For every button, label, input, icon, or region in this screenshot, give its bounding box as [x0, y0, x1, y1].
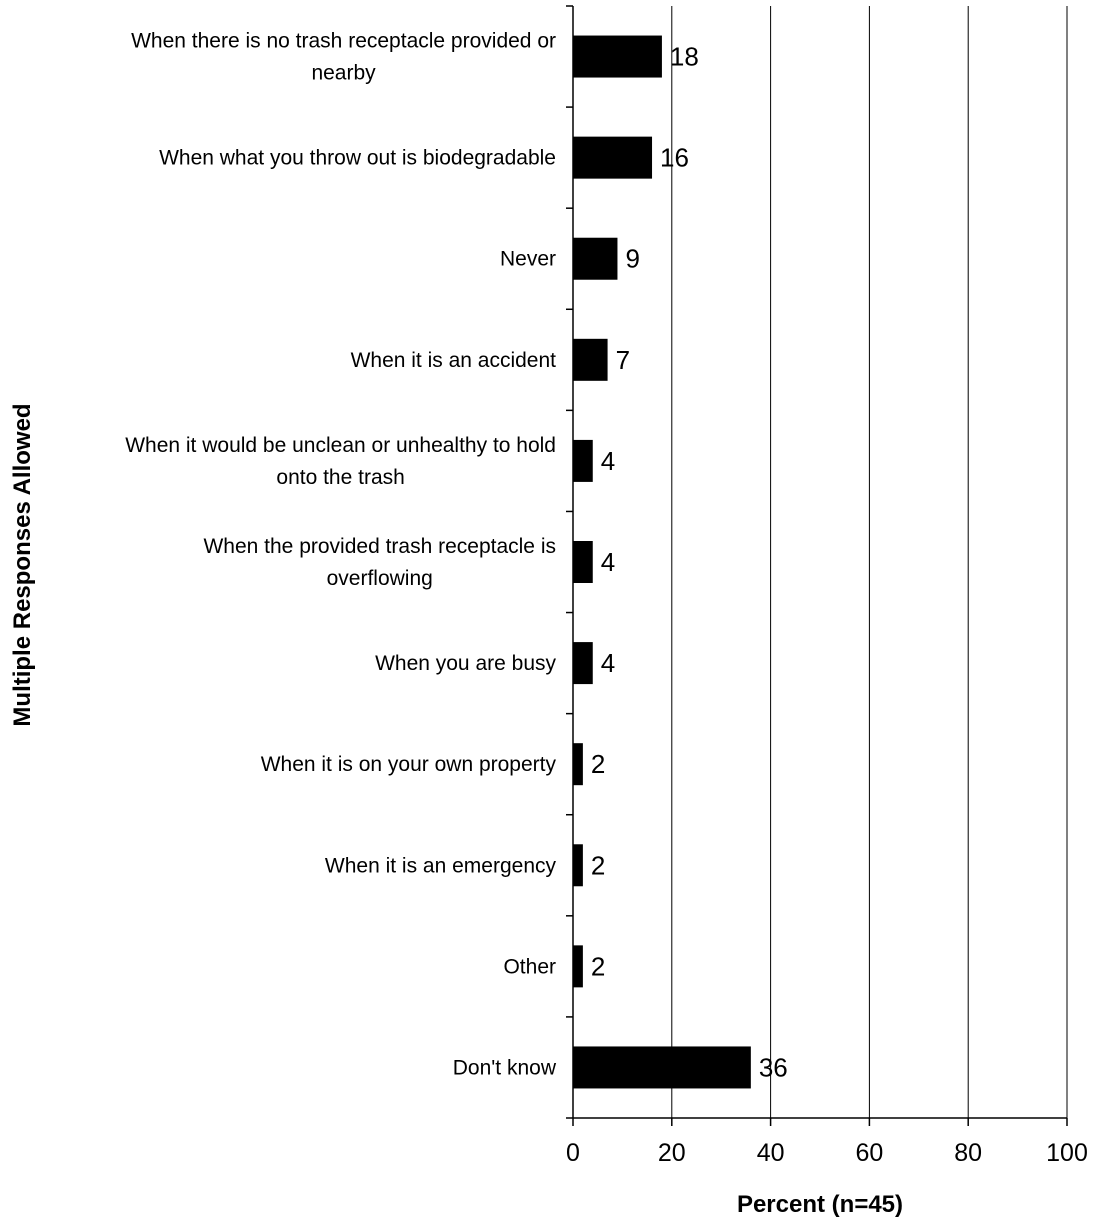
- labels: 18 When there is no trash receptacle prov…: [125, 30, 1088, 1167]
- category-label: When there is no trash receptacle provid…: [131, 30, 556, 85]
- bar: [573, 844, 583, 887]
- bar: [573, 642, 593, 685]
- data-label: 16: [660, 143, 689, 173]
- data-label: 18: [670, 42, 699, 72]
- data-label: 4: [601, 648, 615, 678]
- category-label: When the provided trash receptacle is ove…: [203, 535, 556, 590]
- x-axis-title: Percent (n=45): [737, 1191, 903, 1218]
- y-axis-title: Multiple Responses Allowed: [9, 403, 36, 726]
- category-label: When it is on your own property: [261, 753, 557, 776]
- category-label: When it would be unclean or unhealthy to…: [125, 434, 556, 489]
- category-label: Other: [503, 955, 556, 978]
- x-tick-label: 80: [954, 1139, 982, 1167]
- x-tick-label: 60: [855, 1139, 883, 1167]
- x-tick-label: 100: [1046, 1139, 1088, 1167]
- bar: [573, 945, 583, 988]
- bar: [573, 541, 593, 583]
- x-tick-label: 0: [566, 1139, 580, 1167]
- data-label: 2: [591, 749, 605, 779]
- bar: [573, 35, 662, 78]
- data-label: 4: [601, 446, 615, 476]
- bar: [573, 237, 618, 280]
- data-label: 36: [759, 1052, 788, 1082]
- x-tick-label: 40: [757, 1139, 785, 1167]
- category-label: When it is an accident: [351, 349, 557, 372]
- category-label: When what you throw out is biodegradable: [159, 147, 556, 170]
- bars: [573, 35, 751, 1089]
- bar: [573, 743, 583, 786]
- data-label: 4: [601, 547, 615, 577]
- data-label: 2: [591, 850, 605, 880]
- category-label: Don't know: [453, 1056, 557, 1079]
- axes: [566, 5, 1068, 1126]
- category-label: Never: [500, 248, 556, 271]
- bar: [573, 1046, 751, 1089]
- category-label: When you are busy: [375, 652, 556, 675]
- data-label: 9: [625, 244, 639, 274]
- gridlines: [671, 6, 1068, 1118]
- bar: [573, 439, 593, 482]
- x-tick-label: 20: [658, 1139, 686, 1167]
- data-label: 7: [616, 345, 630, 375]
- bar: [573, 338, 608, 381]
- data-label: 2: [591, 951, 605, 981]
- category-label: When it is an emergency: [325, 854, 557, 877]
- bar: [573, 136, 653, 179]
